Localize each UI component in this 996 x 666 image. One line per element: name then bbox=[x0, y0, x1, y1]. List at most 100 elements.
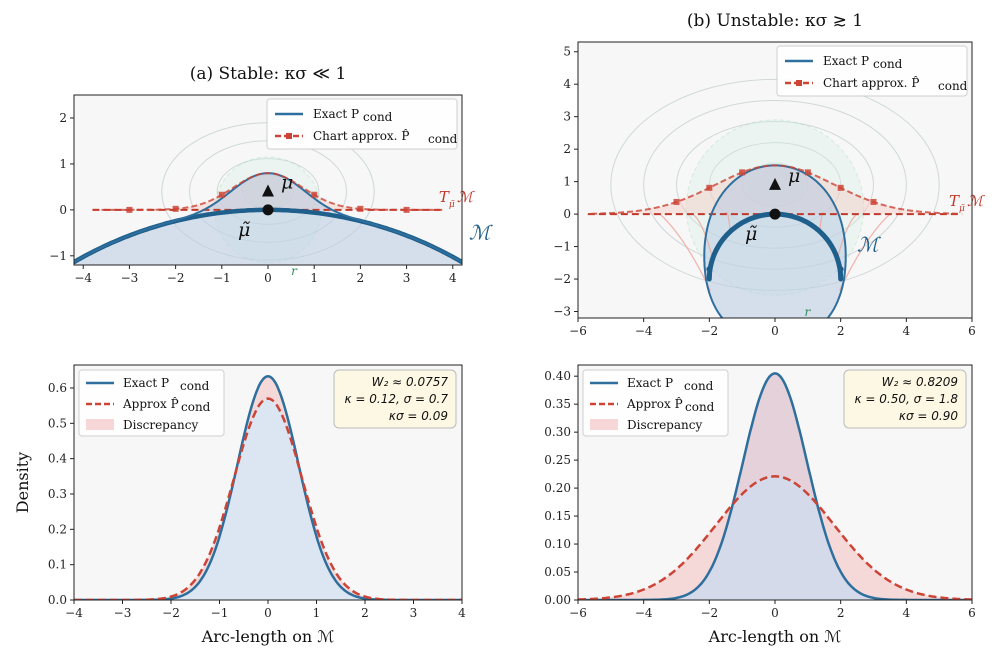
manifold-endpoint bbox=[706, 266, 713, 273]
approx-density-curve bbox=[578, 475, 972, 600]
panel-a_bottom: −4 −3 −2 −1 0 1 2 3 4 0.0 0.1 0.2 0.3 0.4 0.5 0.6 Arc-le… bbox=[13, 364, 466, 646]
y-tick-label: 0.20 bbox=[544, 481, 571, 495]
legend-subscript: cond bbox=[873, 57, 903, 71]
x-tick-label: −4 bbox=[65, 606, 83, 620]
legend-label-approx: Approx P̂ bbox=[122, 396, 179, 411]
chart-map-arrow bbox=[836, 213, 858, 259]
tangent-label: T bbox=[439, 188, 450, 206]
x-tick-label: −2 bbox=[700, 606, 718, 620]
legend-label-approx: Chart approx. P̂ bbox=[823, 75, 919, 90]
x-tick-label: 0 bbox=[264, 271, 272, 285]
y-tick-label: 0.40 bbox=[544, 369, 571, 383]
y-tick-label: 3 bbox=[563, 110, 571, 124]
tangent-sub: μ̃ bbox=[449, 199, 455, 210]
approx-marker bbox=[706, 184, 713, 191]
approx-curve bbox=[591, 164, 959, 215]
x-tick-label: 3 bbox=[403, 271, 411, 285]
stats-box bbox=[333, 369, 457, 429]
legend-subscript: cond bbox=[428, 132, 458, 146]
x-tick-label: 2 bbox=[361, 606, 369, 620]
y-tick-label: 1 bbox=[563, 175, 571, 189]
r-label: r bbox=[805, 305, 812, 319]
y-tick-label: 0.1 bbox=[48, 558, 67, 572]
approx-marker bbox=[837, 184, 844, 191]
legend-label-discrepancy: Discrepancy bbox=[123, 418, 198, 432]
legend-marker bbox=[286, 133, 292, 139]
x-tick-label: −6 bbox=[569, 606, 587, 620]
exact-density-curve bbox=[74, 375, 462, 600]
approx-marker bbox=[126, 206, 133, 213]
y-tick-label: 0.0 bbox=[48, 593, 67, 607]
stats-line: κσ = 0.09 bbox=[389, 409, 448, 423]
exact-excess-fill bbox=[578, 373, 972, 600]
x-tick-label: −6 bbox=[569, 324, 587, 338]
mu-tilde-label: μ̃ bbox=[745, 223, 757, 245]
y-tick-label: 0.4 bbox=[48, 452, 67, 466]
legend-marker bbox=[796, 80, 802, 86]
mu-marker bbox=[769, 177, 781, 190]
mu-marker bbox=[262, 184, 274, 197]
legend-label-exact: Exact P bbox=[313, 107, 359, 121]
y-tick-label: 1 bbox=[59, 157, 67, 171]
x-tick-label: 2 bbox=[357, 271, 365, 285]
y-tick-label: 2 bbox=[59, 111, 67, 125]
approx-marker bbox=[218, 191, 225, 198]
legend-box bbox=[582, 369, 729, 437]
y-tick-label: 0.05 bbox=[544, 565, 571, 579]
x-tick-label: −4 bbox=[635, 324, 653, 338]
chart-map-arrow bbox=[692, 213, 714, 259]
x-tick-label: 4 bbox=[449, 271, 457, 285]
legend-box bbox=[266, 98, 458, 150]
stats-line: κ = 0.50, σ = 1.8 bbox=[855, 392, 959, 406]
approx-curve bbox=[92, 172, 444, 211]
x-tick-label: 2 bbox=[837, 324, 845, 338]
stats-line: κ = 0.12, σ = 0.7 bbox=[345, 392, 449, 406]
r-label: r bbox=[291, 264, 298, 278]
legend-box bbox=[78, 369, 225, 437]
legend-label-approx: Approx P̂ bbox=[626, 396, 683, 411]
legend-subscript: cond bbox=[180, 379, 210, 393]
x-tick-label: 0 bbox=[771, 606, 779, 620]
x-tick-label: −3 bbox=[121, 271, 139, 285]
stats-line: κσ = 0.90 bbox=[899, 409, 958, 423]
y-tick-label: 0 bbox=[563, 207, 571, 221]
manifold-label: ℳ bbox=[857, 232, 881, 256]
approx-marker bbox=[311, 191, 318, 198]
y-axis-label: Density bbox=[13, 452, 32, 513]
mu-tilde-label: μ̃ bbox=[238, 219, 250, 241]
x-axis-label: Arc-length on ℳ bbox=[708, 627, 842, 646]
x-tick-label: 4 bbox=[903, 324, 911, 338]
approx-marker bbox=[172, 205, 179, 212]
y-tick-label: 0 bbox=[59, 203, 67, 217]
tangent-suffix: ℳ bbox=[967, 192, 985, 210]
x-tick-label: −3 bbox=[114, 606, 132, 620]
x-tick-label: 0 bbox=[264, 606, 272, 620]
manifold-label: ℳ bbox=[469, 221, 493, 245]
legend-label-exact: Exact P bbox=[123, 376, 169, 390]
tangent-suffix: ℳ bbox=[457, 188, 475, 206]
overlap-fill bbox=[578, 476, 972, 600]
x-tick-label: 6 bbox=[968, 324, 976, 338]
y-tick-label: −1 bbox=[553, 240, 571, 254]
y-tick-label: 0.25 bbox=[544, 453, 571, 467]
tangent-sub: μ̃ bbox=[959, 203, 965, 214]
tangent-label: T bbox=[949, 192, 960, 210]
y-tick-label: 0.35 bbox=[544, 397, 571, 411]
legend-label-exact: Exact P bbox=[627, 376, 673, 390]
approx-marker bbox=[870, 198, 877, 205]
y-tick-label: 0.2 bbox=[48, 522, 67, 536]
panel-title: (a) Stable: κσ ≪ 1 bbox=[190, 64, 347, 84]
y-tick-label: 4 bbox=[563, 77, 571, 91]
x-tick-label: −2 bbox=[700, 324, 718, 338]
approx-marker bbox=[804, 169, 811, 176]
mu-label: μ bbox=[788, 165, 800, 187]
x-tick-label: 2 bbox=[837, 606, 845, 620]
approx-marker bbox=[739, 169, 746, 176]
approx-marker bbox=[357, 205, 364, 212]
y-tick-label: 0.30 bbox=[544, 425, 571, 439]
x-tick-label: −2 bbox=[162, 606, 180, 620]
approx-marker bbox=[403, 206, 410, 213]
y-tick-label: 0.10 bbox=[544, 537, 571, 551]
